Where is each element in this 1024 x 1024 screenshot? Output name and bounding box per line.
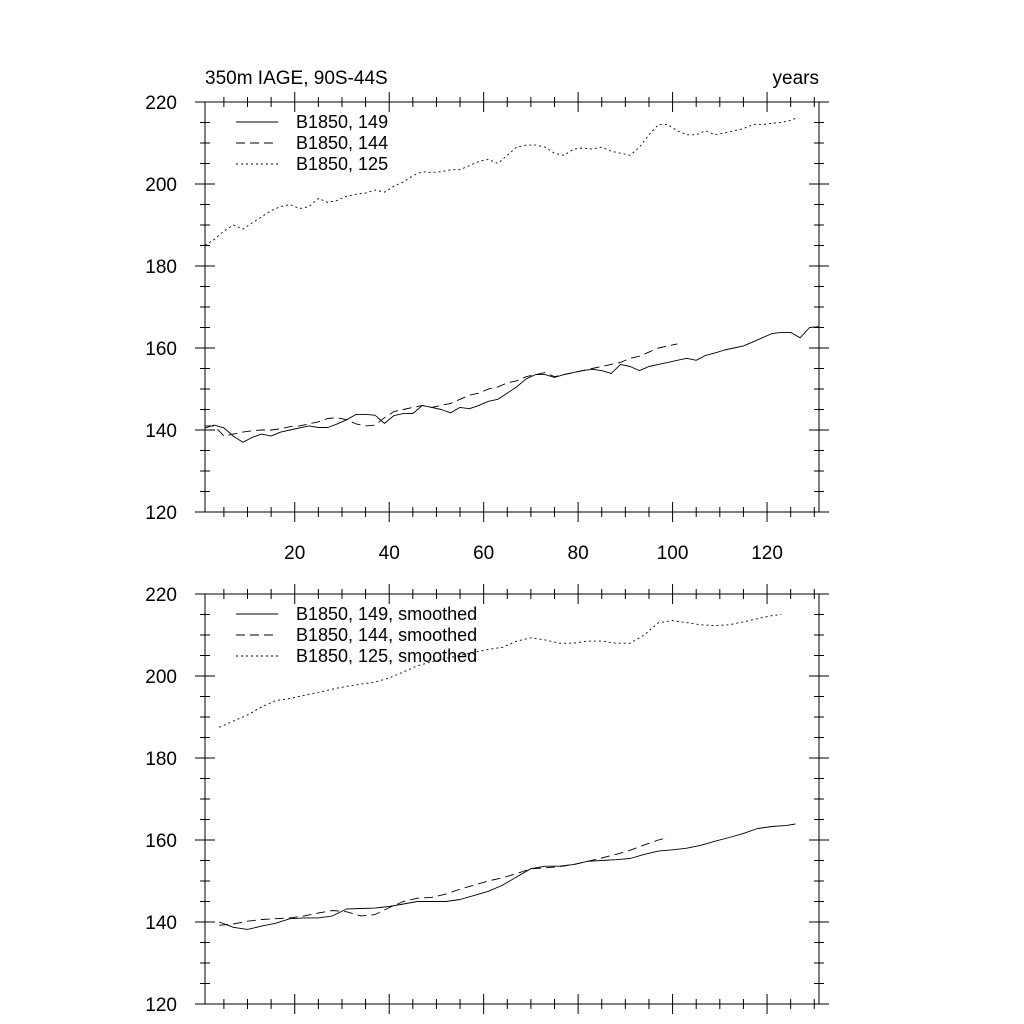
chart-1-series-2-line: [219, 614, 782, 728]
chart-0-xtick-label: 40: [379, 543, 400, 564]
chart-0-series-1-line: [205, 343, 678, 437]
chart-0-title-right: years: [773, 68, 819, 89]
chart-0-xtick-label: 20: [284, 543, 305, 564]
chart-1-ytick-label: 180: [145, 749, 177, 770]
chart-1-series-1-line: [219, 837, 669, 926]
chart-0-xtick-label: 60: [473, 543, 494, 564]
chart-1-ytick-label: 160: [145, 831, 177, 852]
chart-1-legend-label-1: B1850, 144, smoothed: [296, 625, 477, 645]
chart-0-ytick-label: 180: [145, 257, 177, 278]
chart-1-series-0-line: [219, 823, 796, 930]
chart-0-ytick-label: 220: [145, 93, 177, 114]
chart-panel-top: 120 140 160 180 200 220 20 40 60 80 100 120 350m IAG…: [145, 68, 829, 564]
chart-0-ytick-label: 140: [145, 421, 177, 442]
chart-0-xtick-label: 120: [751, 543, 783, 564]
chart-0-ytick-label: 120: [145, 503, 177, 524]
chart-0-legend-label-2: B1850, 125: [296, 154, 388, 174]
chart-1-ytick-label: 120: [145, 995, 177, 1016]
chart-1-ytick-label: 140: [145, 913, 177, 934]
chart-0-ytick-label: 160: [145, 339, 177, 360]
chart-0-series-2-line: [204, 117, 796, 246]
chart-0-ytick-label: 200: [145, 175, 177, 196]
chart-1-legend-label-0: B1850, 149, smoothed: [296, 604, 477, 624]
chart-0-legend-label-0: B1850, 149: [296, 112, 388, 132]
chart-0-legend-label-1: B1850, 144: [296, 133, 388, 153]
chart-0-xtick-label: 100: [657, 543, 689, 564]
chart-1-ytick-label: 220: [145, 585, 177, 606]
chart-1-ytick-label: 200: [145, 667, 177, 688]
chart-0-series-0-line: [204, 326, 820, 443]
chart-0-xtick-label: 80: [568, 543, 589, 564]
chart-1-legend-label-2: B1850, 125, smoothed: [296, 646, 477, 666]
chart-0-title: 350m IAGE, 90S-44S: [205, 68, 388, 89]
